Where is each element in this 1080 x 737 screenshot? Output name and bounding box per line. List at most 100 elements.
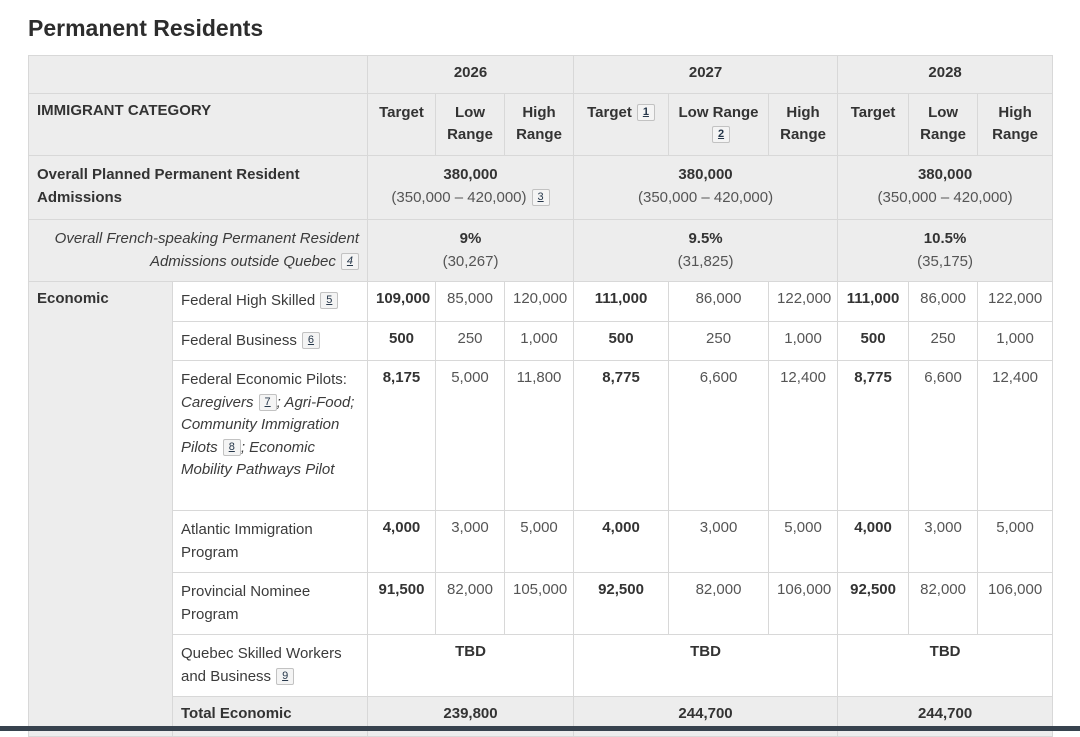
fhs-2028-low: 86,000 [908, 281, 979, 322]
fb-2027-high: 1,000 [768, 320, 839, 361]
federal-economic-pilots-label: Federal Economic Pilots: Caregivers 7; Ag… [172, 360, 368, 511]
fb-2027-low: 250 [668, 320, 770, 361]
footnote-link-8[interactable]: 8 [222, 438, 241, 456]
footnote-link-9[interactable]: 9 [276, 667, 295, 685]
fb-2028-high: 1,000 [977, 320, 1054, 361]
year-header-row: 2026 2027 2028 [28, 55, 1054, 94]
aip-2026-target: 4,000 [367, 510, 436, 573]
federal-business-row: Federal Business 6 500 250 1,000 500 250 … [29, 320, 1054, 361]
footnote-link-1[interactable]: 1 [636, 104, 655, 121]
overall-2028-range: (350,000 – 420,000) [877, 188, 1013, 206]
overall-2028-main: 380,000 [917, 166, 973, 183]
header-2028-target: Target [837, 93, 910, 156]
aip-2026-low: 3,000 [435, 510, 505, 573]
fep-2027-low: 6,600 [668, 360, 770, 511]
fep-2026-target: 8,175 [367, 360, 436, 511]
aip-2028-target: 4,000 [837, 510, 910, 573]
pnp-2027-low: 82,000 [668, 572, 770, 635]
footnote-link-4[interactable]: 4 [340, 252, 359, 270]
quebec-2026-value: TBD [366, 634, 575, 697]
overall-2026-main: 380,000 [443, 166, 498, 183]
fb-2028-low: 250 [908, 320, 979, 361]
header-2028-high: High Range [977, 93, 1054, 156]
footnote-link-7[interactable]: 7 [258, 393, 277, 411]
fhs-2026-low: 85,000 [435, 281, 505, 322]
fb-2026-high: 1,000 [503, 320, 575, 361]
page-title: Permanent Residents [28, 15, 264, 41]
header-2026-target: Target [367, 93, 436, 156]
economic-group-label: Economic [28, 281, 173, 737]
french-2027-value: 9.5% (31,825) [573, 219, 839, 282]
overall-admissions-label: Overall Planned Permanent Resident Admis… [28, 155, 368, 220]
fhs-2027-target: 111,000 [573, 281, 670, 322]
overall-2027-value: 380,000 (350,000 – 420,000) [573, 155, 839, 220]
pnp-2028-target: 92,500 [837, 572, 910, 635]
immigrant-category-header: IMMIGRANT CATEGORY [28, 93, 368, 156]
aip-2027-low: 3,000 [668, 510, 770, 573]
pnp-2026-low: 82,000 [435, 572, 505, 635]
pnp-2027-high: 106,000 [768, 572, 839, 635]
fb-2027-target: 500 [573, 320, 670, 361]
fep-2027-high: 12,400 [768, 360, 839, 511]
aip-2028-low: 3,000 [908, 510, 979, 573]
overall-2028-value: 380,000 (350,000 – 420,000) [837, 155, 1054, 220]
fhs-2028-target: 111,000 [837, 281, 910, 322]
federal-high-skilled-label: Federal High Skilled 5 [172, 281, 368, 322]
french-2028-value: 10.5% (35,175) [837, 219, 1054, 282]
provincial-nominee-row: Provincial Nominee Program 91,500 82,000… [29, 572, 1054, 635]
quebec-skilled-row: Quebec Skilled Workers and Business 9 TBD… [29, 634, 1054, 697]
overall-2027-main: 380,000 [678, 166, 733, 183]
footnote-link-5[interactable]: 5 [320, 292, 339, 309]
header-2026-low: Low Range [435, 93, 505, 156]
fep-2026-low: 5,000 [435, 360, 505, 511]
french-speaking-label: Overall French-speaking Permanent Reside… [28, 219, 368, 282]
federal-high-skilled-row: Economic Federal High Skilled 5 109,000 8… [28, 281, 1054, 737]
header-2027-high: High Range [768, 93, 839, 156]
atlantic-immigration-row: Atlantic Immigration Program 4,000 3,000… [29, 510, 1054, 573]
pnp-2026-target: 91,500 [367, 572, 436, 635]
year-header-2028: 2028 [837, 55, 1054, 94]
header-2027-low-label: Low Range [678, 104, 759, 121]
fep-2028-low: 6,600 [908, 360, 979, 511]
column-header-row: IMMIGRANT CATEGORY Target Low Range High… [28, 93, 1054, 156]
quebec-2028-value: TBD [837, 634, 1054, 697]
pnp-2028-high: 106,000 [977, 572, 1054, 635]
fep-2028-target: 8,775 [837, 360, 910, 511]
pnp-2026-high: 105,000 [503, 572, 575, 635]
fhs-2026-high: 120,000 [503, 281, 575, 322]
fb-2026-target: 500 [367, 320, 436, 361]
federal-business-label: Federal Business 6 [172, 320, 368, 361]
header-2027-target: Target 1 [573, 93, 670, 156]
fep-2027-target: 8,775 [573, 360, 670, 511]
window-bottom-edge [0, 726, 1080, 731]
year-header-2027: 2027 [573, 55, 839, 94]
footnote-link-3[interactable]: 3 [531, 188, 550, 206]
aip-2028-high: 5,000 [977, 510, 1054, 573]
footnote-link-6[interactable]: 6 [301, 331, 321, 349]
pnp-2028-low: 82,000 [908, 572, 979, 635]
corner-cell [28, 55, 368, 94]
fep-2026-high: 11,800 [503, 360, 575, 511]
fhs-2026-target: 109,000 [367, 281, 436, 322]
year-header-2026: 2026 [366, 55, 575, 94]
aip-2027-high: 5,000 [768, 510, 839, 573]
french-2026-value: 9% (30,267) [366, 219, 575, 282]
aip-2027-target: 4,000 [573, 510, 670, 573]
footnote-link-2[interactable]: 2 [711, 125, 731, 143]
overall-2026-value: 380,000 (350,000 – 420,000) 3 [366, 155, 575, 220]
fhs-2027-high: 122,000 [768, 281, 839, 322]
overall-admissions-row: Overall Planned Permanent Resident Admis… [28, 155, 1054, 220]
fep-2028-high: 12,400 [977, 360, 1054, 511]
fhs-2027-low: 86,000 [668, 281, 770, 322]
federal-economic-pilots-row: Federal Economic Pilots: Caregivers 7; Ag… [29, 360, 1054, 511]
overall-2026-range: (350,000 – 420,000) 3 [376, 187, 565, 210]
aip-2026-high: 5,000 [503, 510, 575, 573]
header-2027-low: Low Range 2 [668, 93, 770, 156]
provincial-nominee-label: Provincial Nominee Program [172, 572, 368, 635]
pnp-2027-target: 92,500 [573, 572, 670, 635]
fhs-2028-high: 122,000 [977, 281, 1054, 322]
header-2026-high: High Range [503, 93, 575, 156]
permanent-residents-table: 2026 2027 2028 IMMIGRANT CATEGORY Target… [28, 55, 1054, 737]
quebec-2027-value: TBD [573, 634, 839, 697]
atlantic-immigration-label: Atlantic Immigration Program [172, 510, 368, 573]
